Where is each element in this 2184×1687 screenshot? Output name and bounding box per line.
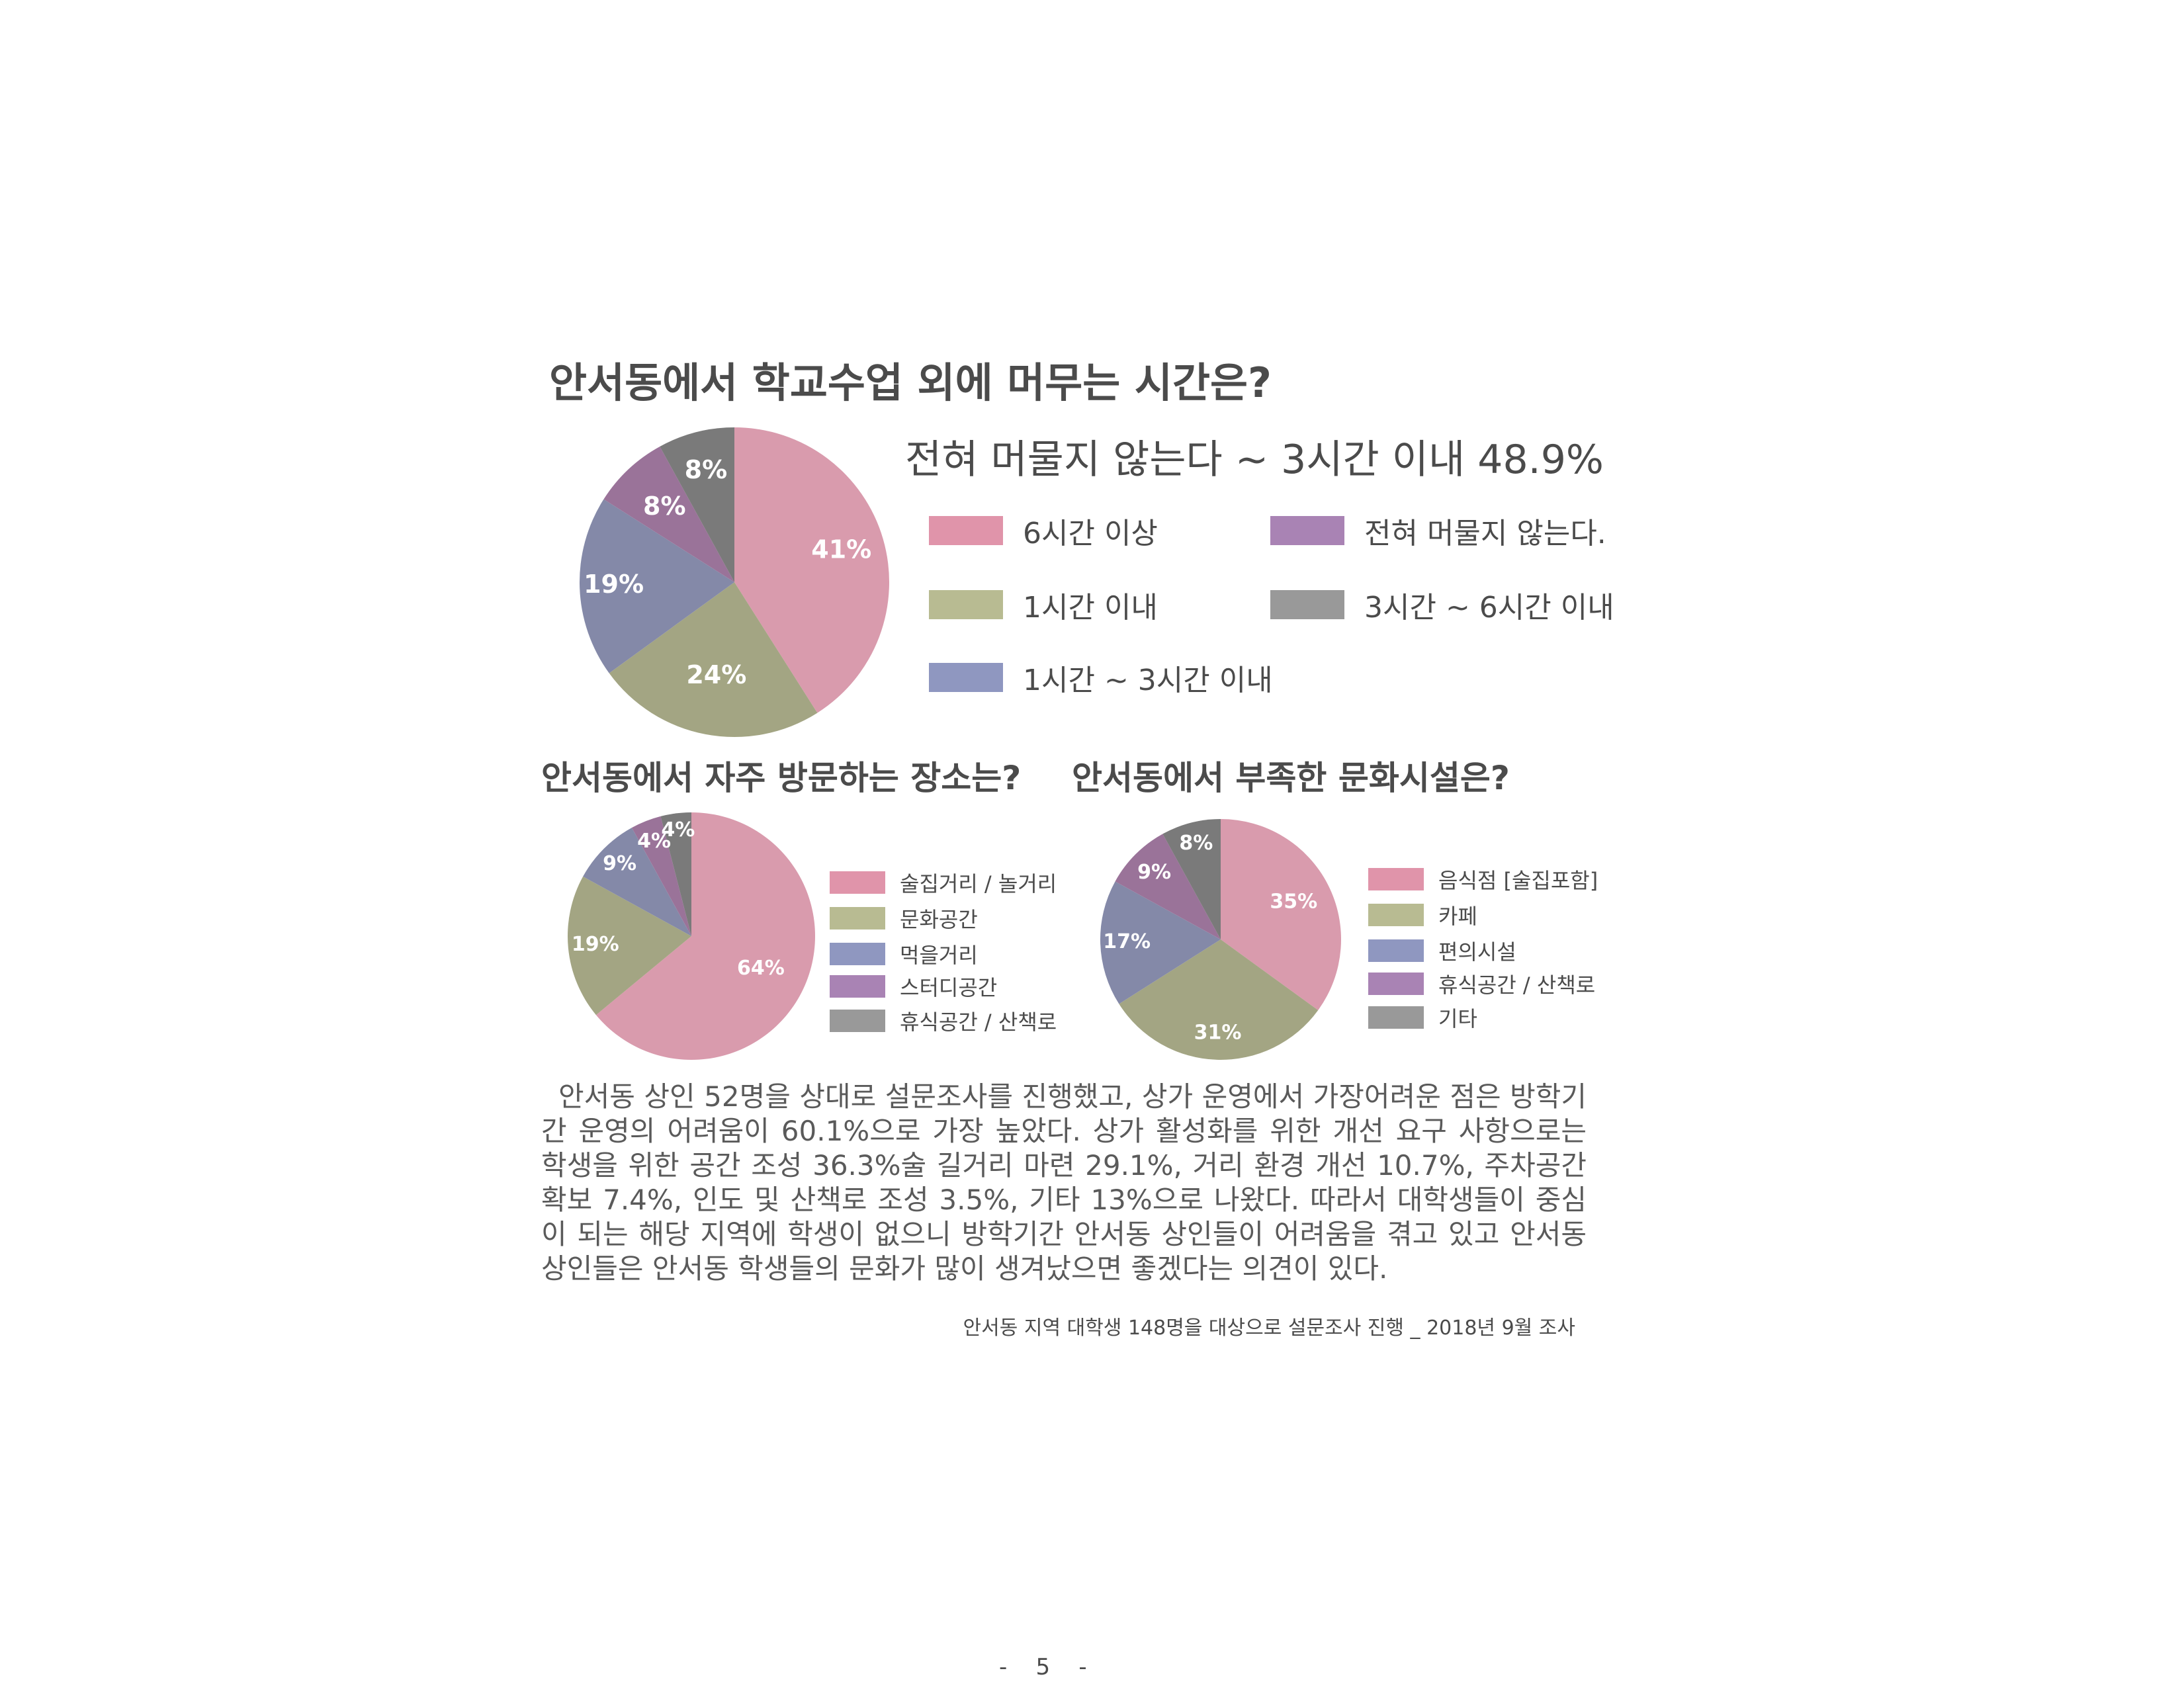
page-number: - 5 - (999, 1654, 1087, 1680)
pie-slice-label: 24% (686, 660, 746, 689)
legend-label: 카페 (1438, 904, 1477, 929)
pie-slice (734, 427, 889, 713)
legend-item: 휴식공간 / 산책로 (1368, 969, 1595, 999)
legend-swatch (830, 907, 885, 930)
lacking-facilities-pie-chart: 35% 31% 17% 9% 8% (1100, 819, 1341, 1060)
legend-item: 전혀 머물지 않는다. (1270, 509, 1606, 552)
legend-label: 전혀 머물지 않는다. (1364, 517, 1606, 550)
legend-item: 휴식공간 / 산책로 (830, 1006, 1057, 1036)
legend-item: 1시간 ~ 3시간 이내 (929, 656, 1273, 699)
legend-label: 3시간 ~ 6시간 이내 (1364, 591, 1614, 625)
legend-label: 1시간 이내 (1023, 591, 1158, 625)
highlight-statistic: 전혀 머물지 않는다 ~ 3시간 이내 48.9% (905, 437, 1604, 483)
legend-item: 1시간 이내 (929, 584, 1158, 626)
legend-item: 스터디공간 (830, 971, 997, 1002)
pie-slice (568, 876, 691, 1016)
legend-label: 문화공간 (900, 907, 978, 932)
legend-item: 술집거리 / 놀거리 (830, 867, 1057, 898)
legend-item: 문화공간 (830, 903, 978, 933)
legend-label: 편의시설 (1438, 939, 1516, 965)
pie-slice (609, 582, 818, 737)
survey-summary-paragraph: 안서동 상인 52명을 상대로 설문조사를 진행했고, 상가 운영에서 가장어려… (541, 1080, 1587, 1285)
pie-slice-label: 9% (603, 852, 636, 875)
legend-swatch (1368, 868, 1424, 890)
visited-places-pie-chart: 64%19%9%4%4% (568, 812, 815, 1060)
pie-slice (1162, 819, 1221, 939)
legend-swatch (1368, 904, 1424, 926)
pie-slice-label: 31% (1194, 1021, 1242, 1044)
legend-item: 편의시설 (1368, 935, 1516, 966)
pie-slice-label: 4% (661, 818, 695, 842)
legend-swatch (1270, 590, 1344, 619)
legend-item: 기타 (1368, 1002, 1477, 1033)
pie-slice (660, 812, 691, 936)
pie-slice (1100, 881, 1221, 1004)
legend-item: 3시간 ~ 6시간 이내 (1270, 584, 1614, 626)
stay-time-pie-chart: 41% 24% 19% 8% 8% (580, 427, 889, 737)
pie-slice (631, 816, 691, 936)
legend-swatch (1368, 1006, 1424, 1029)
main-chart-title: 안서동에서 학교수업 외에 머무는 시간은? (549, 359, 1272, 407)
pie-slice (1119, 939, 1319, 1060)
legend-swatch (1368, 939, 1424, 962)
legend-swatch (1270, 516, 1344, 545)
legend-label: 술집거리 / 놀거리 (900, 871, 1057, 896)
legend-label: 먹을거리 (900, 943, 978, 968)
legend-label: 기타 (1438, 1006, 1477, 1031)
pie-slice (595, 812, 815, 1060)
pie-slice-label: 8% (643, 492, 686, 521)
pie-slice-label: 8% (1179, 832, 1213, 855)
pie-slice-label: 9% (1137, 861, 1171, 884)
pie-slice (580, 499, 734, 673)
pie-slice (583, 828, 691, 936)
pie-slice-label: 19% (572, 933, 619, 956)
legend-item: 6시간 이상 (929, 509, 1158, 552)
pie-slice-label: 41% (811, 535, 871, 564)
legend-label: 1시간 ~ 3시간 이내 (1023, 664, 1273, 697)
pie-slice-label: 64% (737, 957, 785, 980)
pie-slice (1221, 819, 1341, 1010)
pie-slice-label: 8% (685, 455, 728, 484)
pie-slice (1115, 834, 1221, 939)
legend-swatch (830, 871, 885, 894)
legend-swatch (830, 975, 885, 998)
legend-swatch (1368, 973, 1424, 995)
legend-item: 음식점 [술집포함] (1368, 864, 1598, 894)
pie-slice-label: 17% (1103, 930, 1151, 953)
legend-item: 먹을거리 (830, 939, 978, 969)
survey-source-note: 안서동 지역 대학생 148명을 대상으로 설문조사 진행 _ 2018년 9월… (963, 1317, 1575, 1340)
legend-label: 음식점 [술집포함] (1438, 868, 1598, 893)
pie-slice-label: 4% (637, 830, 671, 853)
legend-label: 휴식공간 / 산책로 (900, 1010, 1057, 1035)
culture-chart-title: 안서동에서 부족한 문화시설은? (1072, 759, 1510, 797)
legend-swatch (830, 943, 885, 965)
legend-label: 휴식공간 / 산책로 (1438, 973, 1596, 998)
legend-swatch (830, 1010, 885, 1032)
legend-swatch (929, 663, 1003, 692)
legend-label: 스터디공간 (900, 975, 998, 1000)
pie-slice-label: 19% (584, 570, 644, 599)
legend-swatch (929, 516, 1003, 545)
legend-label: 6시간 이상 (1023, 517, 1158, 550)
legend-item: 카페 (1368, 900, 1477, 930)
pie-slice-label: 35% (1270, 890, 1317, 913)
legend-swatch (929, 590, 1003, 619)
pie-slice (603, 446, 734, 582)
pie-slice (660, 427, 734, 582)
places-chart-title: 안서동에서 자주 방문하는 장소는? (541, 759, 1022, 797)
